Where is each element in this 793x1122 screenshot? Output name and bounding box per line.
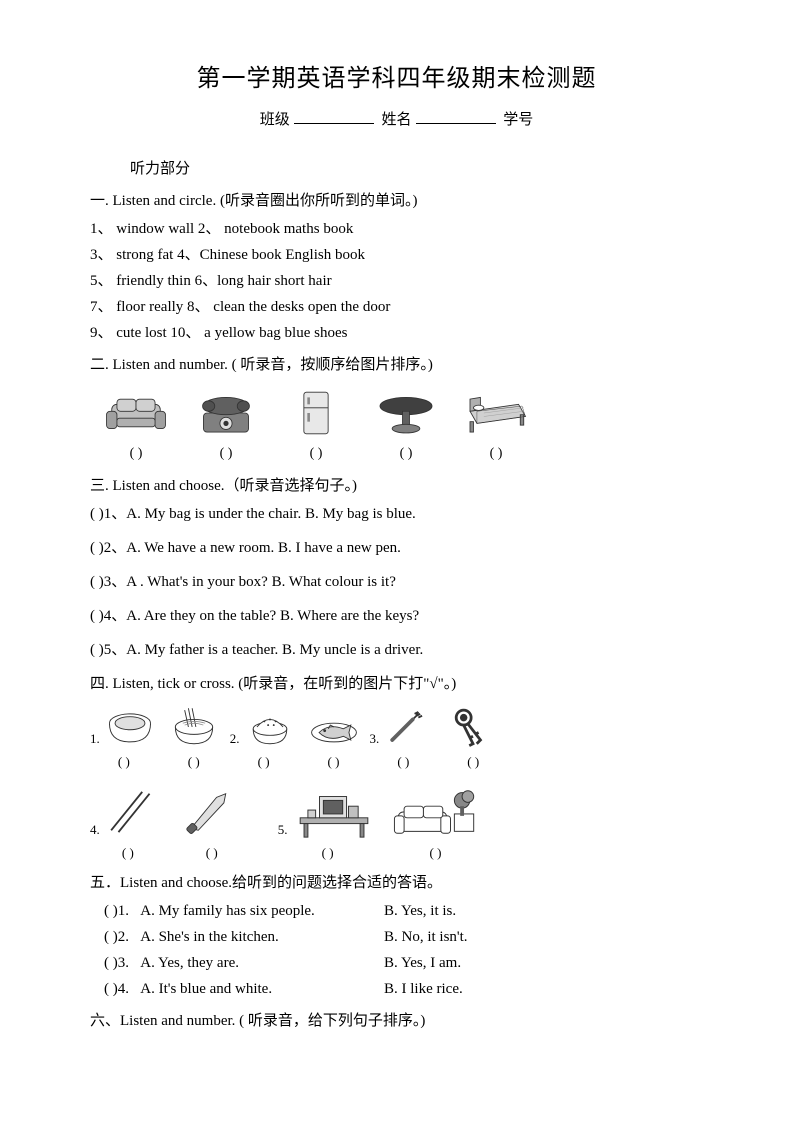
- bed-icon: [460, 387, 532, 439]
- page-title: 第一学期英语学科四年级期末检测题: [90, 60, 703, 98]
- pic-keys: [445, 702, 501, 750]
- q1-row: 3、 strong fat 4、Chinese book English boo…: [90, 243, 703, 267]
- listening-section-label: 听力部分: [130, 157, 703, 181]
- q4-num: 1.: [90, 729, 100, 750]
- section1-title: 一. Listen and circle. (听录音圈出你所听到的单词。): [90, 189, 703, 213]
- bracket[interactable]: ( ): [100, 443, 172, 465]
- q1-row: 7、 floor really 8、 clean the desks open …: [90, 295, 703, 319]
- q1-row: 1、 window wall 2、 notebook maths book: [90, 217, 703, 241]
- fridge-icon: [280, 387, 352, 439]
- pic-knife: [180, 783, 244, 841]
- q4-num: 2.: [230, 729, 240, 750]
- pic-fork: [381, 702, 437, 750]
- phone-icon: [190, 387, 262, 439]
- table-icon: [370, 387, 442, 439]
- bracket[interactable]: ( ): [460, 443, 532, 465]
- bracket[interactable]: ( ): [206, 843, 218, 864]
- pic-fridge: [280, 387, 352, 439]
- q3-item: ( )4、A. Are they on the table? B. Where …: [90, 604, 703, 628]
- q3-item: ( )1、A. My bag is under the chair. B. My…: [90, 502, 703, 526]
- pic-fish: [306, 702, 362, 750]
- q1-row: 5、 friendly thin 6、long hair short hair: [90, 269, 703, 293]
- sofa-icon: [100, 387, 172, 439]
- bracket[interactable]: ( ): [322, 843, 334, 864]
- pic-phone: [190, 387, 262, 439]
- q1-row: 9、 cute lost 10、 a yellow bag blue shoes: [90, 321, 703, 345]
- section2-title: 二. Listen and number. ( 听录音，按顺序给图片排序。): [90, 353, 703, 377]
- pic-rice: [242, 702, 298, 750]
- q4-num: 5.: [278, 820, 288, 841]
- q5-item: ( )3. A. Yes, they are. B. Yes, I am.: [104, 951, 703, 975]
- bracket[interactable]: ( ): [370, 443, 442, 465]
- q5-item: ( )4. A. It's blue and white. B. I like …: [104, 977, 703, 1001]
- bracket[interactable]: ( ): [280, 443, 352, 465]
- bracket[interactable]: ( ): [122, 843, 134, 864]
- q3-item: ( )3、A . What's in your box? B. What col…: [90, 570, 703, 594]
- pic-livingroom: [392, 783, 480, 841]
- number-label: 学号: [503, 112, 533, 128]
- pic-bed: [460, 387, 532, 439]
- pic-bowl: [102, 702, 158, 750]
- section6-title: 六、Listen and number. ( 听录音，给下列句子排序。): [90, 1009, 703, 1033]
- section4-row2: 4. ( ) ( ) 5.: [90, 783, 703, 864]
- header-info: 班级 姓名 学号: [90, 108, 703, 132]
- q3-item: ( )2、A. We have a new room. B. I have a …: [90, 536, 703, 560]
- bracket[interactable]: ( ): [430, 843, 442, 864]
- pic-chopsticks: [102, 783, 166, 841]
- class-label: 班级: [260, 112, 290, 128]
- q5-item: ( )2. A. She's in the kitchen. B. No, it…: [104, 925, 703, 949]
- bracket[interactable]: ( ): [190, 443, 262, 465]
- section4-title: 四. Listen, tick or cross. (听录音，在听到的图片下打"…: [90, 672, 703, 696]
- section3-title: 三. Listen and choose.（听录音选择句子。): [90, 474, 703, 498]
- class-blank[interactable]: [294, 123, 374, 124]
- pic-study: [290, 783, 378, 841]
- pic-table: [370, 387, 442, 439]
- name-blank[interactable]: [416, 123, 496, 124]
- bracket[interactable]: ( ): [328, 752, 340, 773]
- q4-num: 3.: [370, 729, 380, 750]
- bracket[interactable]: ( ): [467, 752, 479, 773]
- q4-num: 4.: [90, 820, 100, 841]
- bracket[interactable]: ( ): [397, 752, 409, 773]
- bracket[interactable]: ( ): [258, 752, 270, 773]
- section4-row1: 1. ( ) ( ) 2.: [90, 702, 703, 773]
- bracket[interactable]: ( ): [118, 752, 130, 773]
- name-label: 姓名: [381, 112, 411, 128]
- q3-item: ( )5、A. My father is a teacher. B. My un…: [90, 638, 703, 662]
- section2-brackets: ( ) ( ) ( ) ( ) ( ): [100, 443, 703, 465]
- section2-pictures: [100, 387, 703, 439]
- section5-title: 五．Listen and choose.给听到的问题选择合适的答语。: [90, 871, 703, 895]
- pic-sofa: [100, 387, 172, 439]
- q5-item: ( )1. A. My family has six people. B. Ye…: [104, 899, 703, 923]
- bracket[interactable]: ( ): [188, 752, 200, 773]
- pic-noodles: [166, 702, 222, 750]
